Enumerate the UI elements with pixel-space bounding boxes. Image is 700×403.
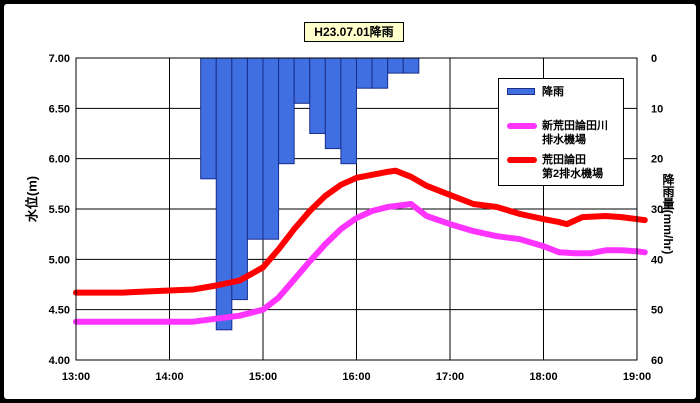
- rainfall-bar: [371, 57, 389, 89]
- chart-svg: 7.00 6.50 6.00 5.50 5.00 4.50 4.00 0 10 20 30 40 50 6…: [49, 53, 664, 383]
- rainfall-bars: [200, 57, 420, 331]
- legend-label-series-2: 荒田論田 第2排水機場: [542, 153, 603, 181]
- right-tick-label: 20: [651, 154, 663, 166]
- left-tick-label: 5.50: [49, 204, 70, 216]
- rainfall-bar: [262, 57, 280, 240]
- gridlines: [76, 58, 637, 360]
- x-tick-label: 14:00: [155, 371, 183, 383]
- right-tick-label: 0: [651, 53, 657, 65]
- series-line-2: [73, 167, 648, 296]
- rainfall-bar: [231, 57, 248, 301]
- right-tick-label: 10: [651, 103, 663, 115]
- right-tick-label: 30: [651, 204, 663, 216]
- left-tick-label: 4.00: [49, 355, 70, 367]
- right-tick-label: 40: [651, 254, 663, 266]
- x-tick-label: 19:00: [623, 371, 651, 383]
- right-tick-label: 50: [651, 305, 663, 317]
- x-tick-label: 13:00: [62, 371, 90, 383]
- legend-label-rainfall: 降雨: [542, 86, 564, 98]
- axis-ticks: 7.00 6.50 6.00 5.50 5.00 4.50 4.00 0 10 20 30 40 50 6…: [49, 53, 664, 383]
- legend: 降雨 新荒田論田川 排水機場 荒田論田 第2排水機場: [498, 78, 624, 186]
- x-tick-label: 17:00: [436, 371, 464, 383]
- legend-label-series-1-line-1: 新荒田論田川: [542, 120, 608, 132]
- legend-swatch-series-1: [507, 123, 537, 129]
- rainfall-bar: [356, 57, 373, 89]
- left-tick-label: 6.50: [49, 103, 70, 115]
- rainfall-bar: [215, 57, 233, 331]
- rainfall-bar: [387, 57, 404, 74]
- left-axis-label: 水位(m): [24, 175, 40, 223]
- left-tick-label: 7.00: [49, 53, 70, 65]
- legend-swatch-series-2: [507, 157, 537, 163]
- rainfall-bar: [324, 57, 342, 150]
- x-tick-label: 15:00: [249, 371, 277, 383]
- rainfall-bar: [309, 57, 326, 134]
- legend-label-series-1-line-2: 排水機場: [542, 134, 586, 146]
- chart-title: H23.07.01降雨: [304, 22, 404, 42]
- right-tick-label: 60: [651, 355, 663, 367]
- rainfall-bar: [246, 57, 264, 240]
- rainfall-bar: [278, 57, 295, 165]
- rainfall-bar: [293, 57, 311, 104]
- left-tick-label: 6.00: [49, 154, 70, 166]
- rainfall-bar: [200, 57, 217, 180]
- legend-label-series-2-line-2: 第2排水機場: [542, 168, 604, 180]
- plot-area-border: [75, 57, 638, 361]
- left-tick-label: 4.50: [49, 305, 70, 317]
- rainfall-bar: [340, 57, 357, 165]
- right-axis-label: 降雨量(mm/hr): [661, 173, 675, 255]
- left-tick-label: 5.00: [49, 254, 70, 266]
- series-line-1: [73, 201, 648, 325]
- rainfall-bar: [402, 57, 420, 74]
- legend-label-series-1: 新荒田論田川 排水機場: [542, 119, 608, 147]
- x-tick-label: 16:00: [342, 371, 370, 383]
- legend-swatch-rainfall: [507, 88, 535, 95]
- chart-frame: 7.00 6.50 6.00 5.50 5.00 4.50 4.00 0 10 20 30 40 50 6…: [4, 4, 696, 399]
- water-level-lines: [73, 167, 648, 325]
- legend-label-series-2-line-1: 荒田論田: [542, 154, 586, 166]
- x-tick-label: 18:00: [529, 371, 557, 383]
